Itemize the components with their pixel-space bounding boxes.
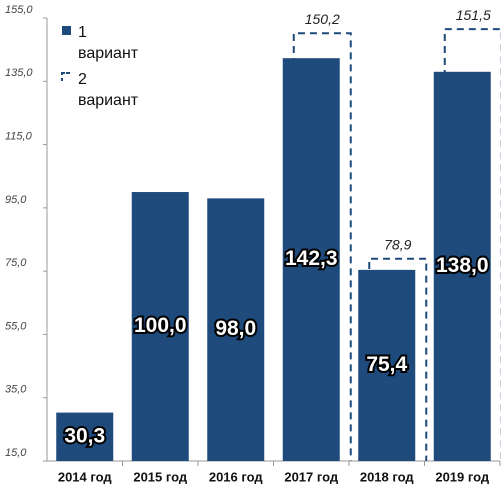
x-tick-label: 2015 год [133,469,188,484]
legend-label: 2 вариант [78,71,139,109]
x-tick-label: 2018 год [360,469,415,484]
bar [207,198,265,461]
bar [282,58,340,461]
value-label: 100,0 [134,314,187,337]
x-tick-label: 2014 год [58,469,113,484]
x-tick-label: 2019 год [435,469,490,484]
bar [358,269,416,461]
y-tick-label: 135,0 [5,67,33,79]
value-label: 151,5 [456,7,491,23]
x-tick-label: 2017 год [284,469,339,484]
y-tick-label: 75,0 [5,257,27,269]
bar [56,412,114,461]
y-tick-label: 35,0 [5,384,27,396]
bar-outline [292,32,352,461]
y-tick-label: 155,0 [5,4,33,16]
bar-outline [368,257,428,461]
y-tick-label: 15,0 [5,447,27,459]
y-tick-label: 55,0 [5,320,27,332]
legend-swatch [62,26,71,35]
value-label: 78,9 [384,237,411,253]
value-label: 75,4 [366,353,407,376]
legend-label: 1 вариант [78,24,139,62]
y-tick-label: 95,0 [5,194,27,206]
y-tick-label: 115,0 [5,130,33,142]
value-label: 150,2 [305,11,340,27]
legend-swatch [61,72,70,81]
value-label: 98,0 [215,317,256,340]
x-tick-label: 2016 год [209,469,264,484]
bar [131,192,189,462]
bar-outline [443,28,501,461]
value-label: 142,3 [285,247,338,270]
bar [433,71,491,462]
value-label: 30,3 [64,424,105,447]
value-label: 138,0 [436,254,489,277]
